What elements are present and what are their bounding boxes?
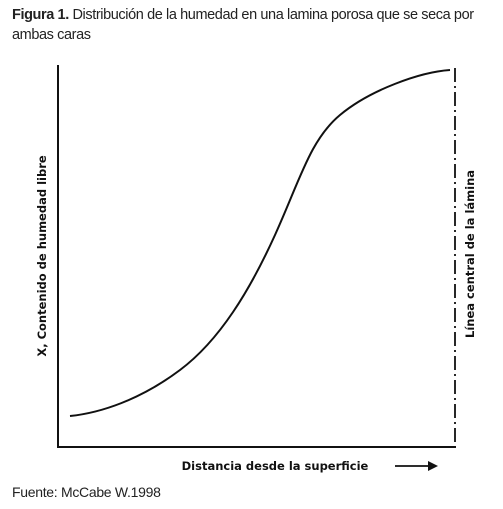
figure-caption: Figura 1. Distribución de la humedad en … [12,5,500,45]
arrow-head [428,461,438,471]
source-note: Fuente: McCabe W.1998 [12,484,161,500]
centerline-label: Línea central de la lámina [463,170,477,338]
moisture-curve [69,69,451,417]
caption-label: Figura 1. [12,7,69,23]
caption-text: Distribución de la humedad en una lamina… [12,7,474,43]
y-axis-label: X, Contenido de humedad libre [35,155,49,357]
diagram: X, Contenido de humedad libre Línea cent… [35,65,477,473]
x-axis-label: Distancia desde la superficie [182,459,369,473]
